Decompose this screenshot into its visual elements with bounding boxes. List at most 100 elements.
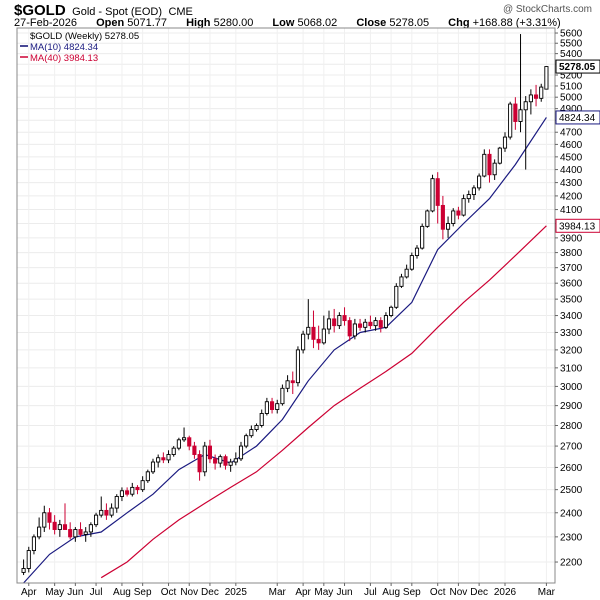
y-tick-label: 3100 bbox=[560, 363, 583, 374]
candle-body bbox=[477, 175, 482, 189]
candle-body bbox=[31, 536, 36, 552]
candle-body bbox=[440, 204, 445, 230]
candle-body bbox=[114, 496, 119, 509]
x-tick-label: Apr bbox=[295, 587, 311, 598]
candle-body bbox=[238, 445, 244, 460]
quote-open: Open 5071.77 bbox=[96, 17, 170, 29]
y-tick-label: 3000 bbox=[560, 382, 583, 393]
candle-body bbox=[119, 490, 124, 497]
low-label: Low bbox=[272, 17, 295, 29]
candle-body bbox=[259, 413, 264, 426]
y-tick-label: 3800 bbox=[560, 248, 583, 259]
candle-body bbox=[73, 529, 78, 538]
ma40-line bbox=[100, 225, 547, 579]
candle-body bbox=[482, 153, 487, 177]
y-tick-label: 3400 bbox=[560, 311, 583, 322]
candle-body bbox=[513, 103, 518, 122]
x-tick-label: May bbox=[314, 587, 333, 598]
close-value: 5278.05 bbox=[389, 17, 430, 29]
candle-body bbox=[161, 457, 166, 461]
candle-body bbox=[99, 509, 104, 516]
candle-body bbox=[233, 458, 238, 463]
candle-body bbox=[21, 568, 26, 573]
candle-body bbox=[404, 268, 409, 278]
candle-body bbox=[456, 210, 461, 216]
y-tick-label: 4200 bbox=[560, 191, 583, 202]
y-tick-label: 2400 bbox=[560, 508, 583, 519]
candle-body bbox=[394, 285, 399, 308]
candle-body bbox=[125, 490, 130, 495]
candle-body bbox=[135, 486, 140, 491]
y-tick-label: 4900 bbox=[560, 104, 583, 115]
candle-body bbox=[534, 94, 539, 99]
open-value: 5071.77 bbox=[127, 17, 168, 29]
close-label: Close bbox=[356, 17, 387, 29]
ma10-line bbox=[23, 117, 547, 584]
candle-body bbox=[192, 445, 197, 455]
watermark: @ StockCharts.com bbox=[502, 4, 592, 15]
candle-body bbox=[254, 425, 259, 430]
legend-ma40: MA(40) 3984.13 bbox=[30, 53, 98, 64]
candle-body bbox=[187, 437, 192, 447]
candle-body bbox=[316, 338, 321, 344]
x-tick-label: Sep bbox=[403, 587, 421, 598]
chg-label: Chg bbox=[448, 17, 470, 29]
candle-body bbox=[280, 387, 285, 405]
candle-body bbox=[373, 320, 378, 327]
candle-body bbox=[166, 454, 171, 461]
x-tick-label: Aug bbox=[113, 587, 131, 598]
last-value-box bbox=[555, 110, 600, 125]
candle-body bbox=[466, 194, 471, 200]
candle-body bbox=[471, 187, 476, 196]
quote-row: 27-Feb-2026 Open 5071.77 High 5280.00 Lo… bbox=[14, 17, 561, 29]
candle-body bbox=[492, 162, 497, 176]
legend: $GOLD (Weekly) 5278.05 MA(10) 4824.34 MA… bbox=[20, 31, 139, 64]
candle-body bbox=[213, 458, 218, 464]
candle-body bbox=[352, 323, 357, 337]
symbol: $GOLD bbox=[14, 2, 66, 19]
candle-body bbox=[176, 439, 181, 449]
candle-body bbox=[223, 456, 228, 466]
candle-body bbox=[249, 429, 254, 437]
candle-body bbox=[290, 380, 295, 384]
last-value-box bbox=[555, 59, 600, 74]
x-tick-label: Sep bbox=[134, 587, 152, 598]
y-tick-label: 4500 bbox=[560, 152, 583, 163]
x-tick-label: Apr bbox=[21, 587, 37, 598]
candle-body bbox=[244, 435, 249, 447]
last-value-label: 4824.34 bbox=[559, 113, 596, 124]
candle-body bbox=[78, 529, 83, 535]
y-tick-label: 2800 bbox=[560, 421, 583, 432]
grid bbox=[17, 28, 555, 583]
candle-body bbox=[368, 321, 373, 327]
candle-body bbox=[451, 210, 456, 224]
x-tick-label: Mar bbox=[538, 587, 556, 598]
chg-value: +168.88 (+3.31%) bbox=[472, 17, 561, 29]
y-tick-label: 5000 bbox=[560, 93, 583, 104]
candle-body bbox=[301, 333, 306, 351]
quote-close: Close 5278.05 bbox=[356, 17, 432, 29]
y-tick-label: 5400 bbox=[560, 49, 583, 60]
x-tick-label: Dec bbox=[470, 587, 488, 598]
y-tick-label: 3700 bbox=[560, 263, 583, 274]
x-tick-label: Nov bbox=[180, 587, 198, 598]
last-value-label: 5278.05 bbox=[559, 62, 596, 73]
candle-body bbox=[399, 276, 404, 287]
x-tick-label: Jul bbox=[90, 587, 103, 598]
y-tick-label: 4100 bbox=[560, 205, 583, 216]
candle-body bbox=[202, 445, 207, 473]
candle-body bbox=[518, 109, 523, 122]
candle-body bbox=[207, 445, 212, 460]
legend-ma10: MA(10) 4824.34 bbox=[30, 42, 98, 53]
candle-body bbox=[52, 521, 57, 530]
candle-body bbox=[130, 486, 135, 495]
candle-body bbox=[218, 456, 223, 464]
y-tick-label: 5500 bbox=[560, 39, 583, 50]
x-tick-label: Aug bbox=[382, 587, 400, 598]
ma10-line-layer bbox=[23, 117, 547, 584]
candle-body bbox=[285, 380, 290, 389]
high-label: High bbox=[186, 17, 211, 29]
candle-body bbox=[264, 401, 269, 414]
candle-body bbox=[337, 315, 342, 327]
